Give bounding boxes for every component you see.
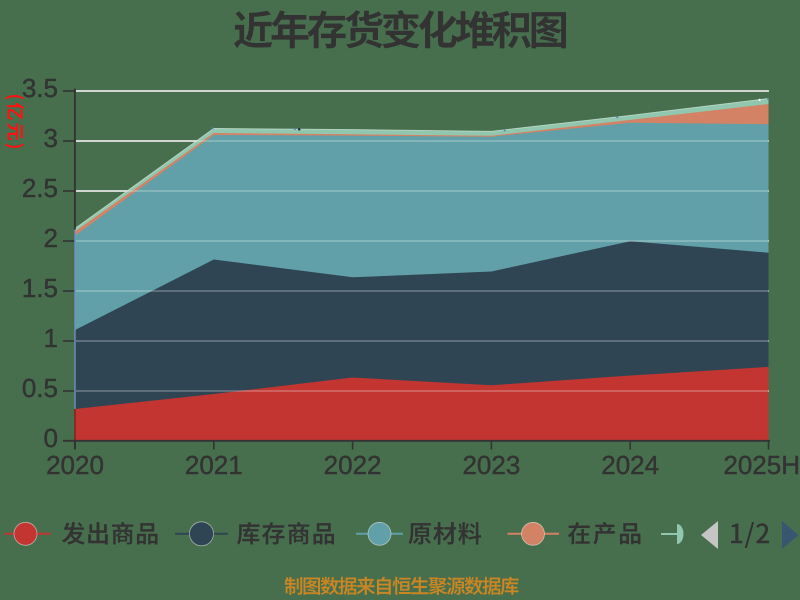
svg-text:2022: 2022 bbox=[324, 450, 382, 480]
svg-text:2.5: 2.5 bbox=[22, 173, 58, 203]
svg-text:2020: 2020 bbox=[46, 450, 104, 480]
svg-text:2025H: 2025H bbox=[723, 450, 800, 480]
svg-text:1.5: 1.5 bbox=[22, 273, 58, 303]
svg-text:2021: 2021 bbox=[185, 450, 243, 480]
svg-text:2: 2 bbox=[44, 223, 58, 253]
svg-text:2024: 2024 bbox=[601, 450, 659, 480]
svg-text:3: 3 bbox=[44, 123, 58, 153]
svg-text:0.5: 0.5 bbox=[22, 373, 58, 403]
svg-text:0: 0 bbox=[44, 423, 58, 453]
svg-text:1: 1 bbox=[44, 323, 58, 353]
svg-text:3.5: 3.5 bbox=[22, 73, 58, 103]
svg-text:2023: 2023 bbox=[462, 450, 520, 480]
